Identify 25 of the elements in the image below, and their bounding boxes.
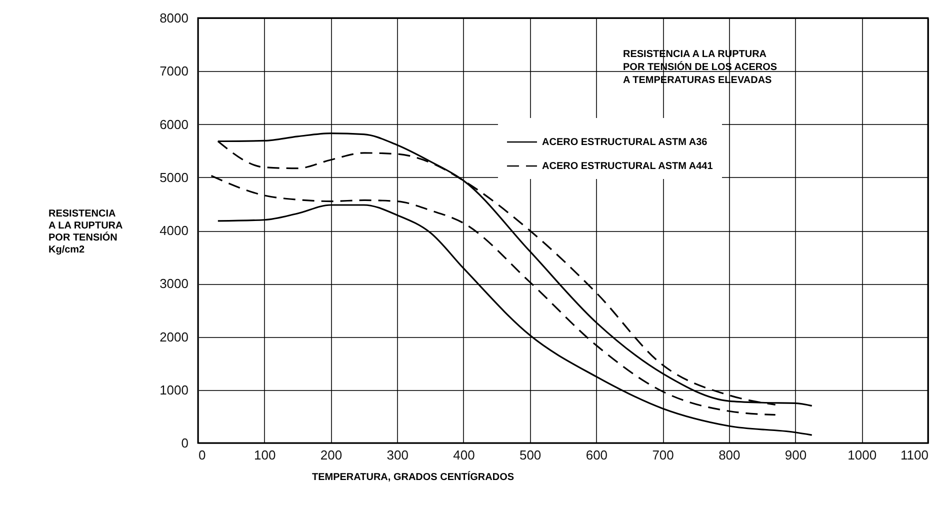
x-tick-label: 100 <box>254 448 276 462</box>
y-tick-label: 2000 <box>160 329 188 344</box>
y-tick-label: 0 <box>181 436 188 450</box>
legend-label: ACERO ESTRUCTURAL ASTM A36 <box>542 137 708 148</box>
y-tick-label: 8000 <box>160 10 188 26</box>
x-tick-label: 0 <box>198 448 206 462</box>
x-tick-label: 900 <box>784 448 807 462</box>
x-tick-label: 200 <box>320 448 342 462</box>
x-tick-label: 300 <box>386 448 408 462</box>
x-tick-label: 800 <box>718 448 740 462</box>
x-tick-label: 1000 <box>848 448 877 462</box>
y-tick-label: 3000 <box>160 276 188 292</box>
y-tick-label: 7000 <box>160 64 188 79</box>
x-tick-label: 400 <box>453 448 475 462</box>
x-tick-label: 500 <box>519 448 542 462</box>
x-axis-title: TEMPERATURA, GRADOS CENTÍGRADOS <box>312 471 514 483</box>
y-tick-label: 5000 <box>160 170 188 185</box>
x-tick-label: 600 <box>586 448 608 462</box>
y-tick-label: 1000 <box>160 382 188 398</box>
y-tick-label: 6000 <box>160 116 188 132</box>
legend-label: ACERO ESTRUCTURAL ASTM A441 <box>542 161 714 172</box>
y-axis-title: RESISTENCIA A LA RUPTURA POR TENSIÓN Kg/cm2 <box>48 208 123 256</box>
y-tick-label: 4000 <box>160 223 188 238</box>
x-tick-label: 700 <box>652 448 674 462</box>
x-tick-label: 1100 <box>900 448 928 462</box>
